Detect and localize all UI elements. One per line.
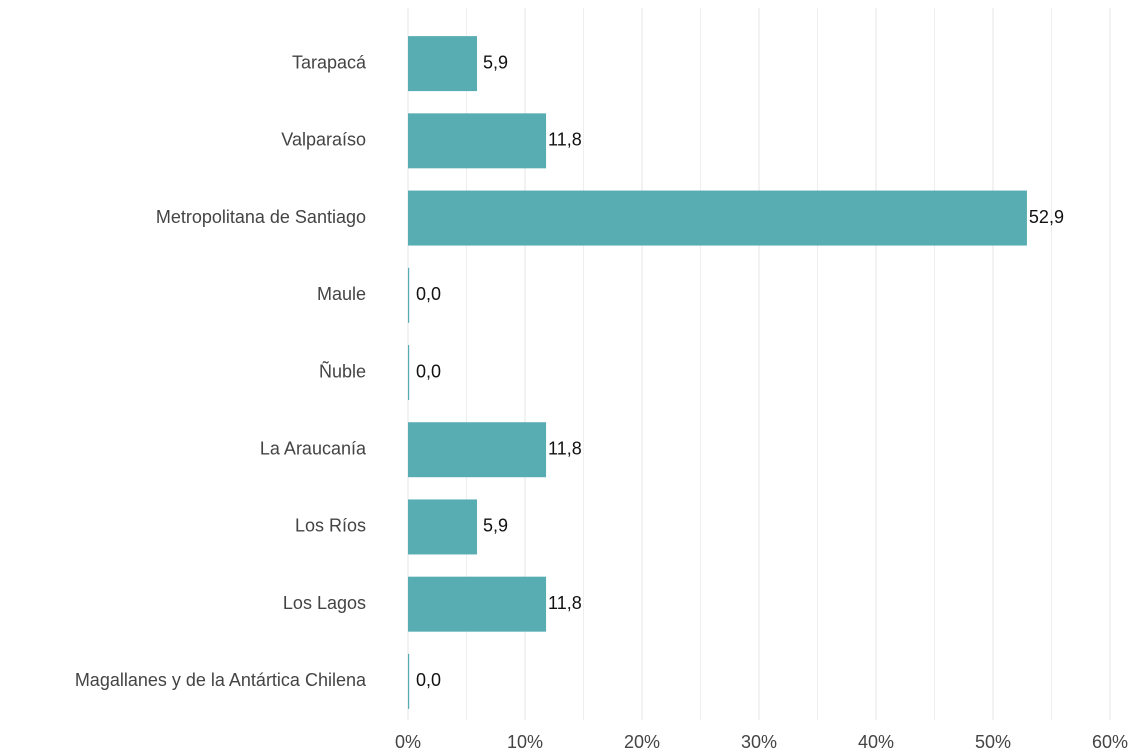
value-label: 5,9	[483, 52, 508, 72]
x-tick-label: 40%	[858, 732, 894, 752]
bar	[408, 422, 547, 478]
y-tick-label: La Araucanía	[260, 438, 367, 458]
x-tick-label: 60%	[1092, 732, 1128, 752]
x-tick-label: 0%	[395, 732, 421, 752]
x-tick-label: 20%	[624, 732, 660, 752]
bar	[408, 576, 547, 632]
bar	[408, 113, 547, 169]
y-tick-label: Metropolitana de Santiago	[156, 207, 366, 227]
bar	[408, 190, 1027, 246]
y-tick-label: Valparaíso	[281, 130, 366, 150]
bar	[408, 345, 410, 400]
x-tick-label: 50%	[975, 732, 1011, 752]
y-tick-label: Tarapacá	[292, 52, 367, 72]
bar	[408, 653, 410, 709]
value-label: 11,8	[548, 593, 582, 613]
x-tick-label: 10%	[507, 732, 543, 752]
y-tick-label: Ñuble	[319, 360, 366, 381]
value-label: 0,0	[416, 670, 441, 690]
bar	[408, 36, 478, 92]
value-label: 11,8	[548, 438, 582, 458]
value-label: 52,9	[1029, 207, 1064, 227]
y-tick-label: Maule	[317, 284, 366, 304]
x-tick-label: 30%	[741, 732, 777, 752]
y-tick-label: Los Lagos	[283, 593, 366, 613]
value-label: 0,0	[416, 361, 441, 381]
bar	[408, 267, 410, 323]
bar	[408, 499, 478, 555]
y-tick-label: Los Ríos	[295, 516, 366, 536]
value-label: 5,9	[483, 516, 508, 536]
y-tick-label: Magallanes y de la Antártica Chilena	[75, 670, 367, 690]
value-label: 0,0	[416, 284, 441, 304]
value-label: 11,8	[548, 130, 582, 150]
